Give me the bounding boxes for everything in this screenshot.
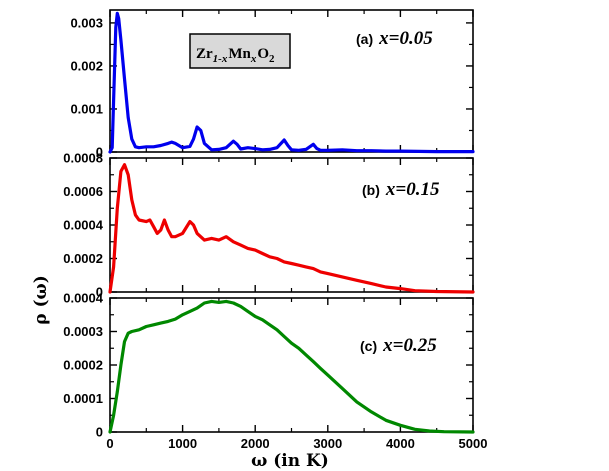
plot-frame xyxy=(109,297,474,433)
y-tick-label: 0.0004 xyxy=(63,291,104,306)
x-axis-title: ω (in K) xyxy=(251,451,329,471)
x-tick-label: 0 xyxy=(106,436,113,451)
panel-1: 0 0.001 0.002 0.003 (a) x=0.05 xyxy=(70,9,475,160)
y-tick-label: 0.001 xyxy=(70,102,103,117)
panel-3: 0 1000 2000 3000 4000 5000 0 0.0001 0.0002 0.0003… xyxy=(63,291,487,451)
series-line xyxy=(108,299,475,434)
series-line xyxy=(108,11,475,154)
formula-part: O xyxy=(257,46,269,62)
formula-subscript: 2 xyxy=(269,53,275,65)
formula-subscript: x xyxy=(250,53,257,65)
panel-composition: x=0.15 xyxy=(385,179,440,200)
panel-2: 0 0.0002 0.0004 0.0006 0.0008 (b) x=0.15 xyxy=(63,151,475,300)
svg-text:Zr1-xMnxO2: Zr1-xMnxO2 xyxy=(196,46,275,65)
y-tick-label: 0 xyxy=(96,285,103,300)
panel-letter: (b) xyxy=(362,182,380,198)
y-axis-title: ρ (ω) xyxy=(31,275,51,325)
panel-letter: (c) xyxy=(360,338,377,354)
y-tick-label: 0.0008 xyxy=(63,151,103,166)
y-tick-label: 0.0002 xyxy=(63,358,103,373)
x-tick-label: 2000 xyxy=(241,436,270,451)
formula-part: Zr xyxy=(196,46,213,62)
y-tick-label: 0.0003 xyxy=(63,324,103,339)
panel-letter: (a) xyxy=(356,31,373,47)
panel-composition: x=0.05 xyxy=(378,28,433,49)
y-tick-label: 0.0006 xyxy=(63,184,103,199)
x-tick-label: 4000 xyxy=(386,436,415,451)
panel-label: (c) x=0.25 xyxy=(360,335,437,356)
y-tick-label: 0.0002 xyxy=(63,251,103,266)
panel-composition: x=0.25 xyxy=(382,335,437,356)
x-tick-label: 1000 xyxy=(168,436,197,451)
series-line xyxy=(108,163,475,294)
formula-part: Mn xyxy=(228,46,251,62)
panel-label: (a) x=0.05 xyxy=(356,28,433,49)
y-tick-label: 0.002 xyxy=(70,58,103,73)
y-tick-label: 0 xyxy=(96,425,103,440)
formula-box: Zr1-xMnxO2 xyxy=(189,33,291,69)
y-tick-label: 0.0001 xyxy=(63,391,103,406)
y-tick-label: 0.0004 xyxy=(63,218,104,233)
x-tick-label: 5000 xyxy=(459,436,488,451)
x-tick-label: 3000 xyxy=(313,436,342,451)
y-tick-label: 0 xyxy=(96,145,103,160)
panel-label: (b) x=0.15 xyxy=(362,179,440,200)
formula-subscript: 1-x xyxy=(213,53,228,65)
y-tick-label: 0.003 xyxy=(70,15,103,30)
